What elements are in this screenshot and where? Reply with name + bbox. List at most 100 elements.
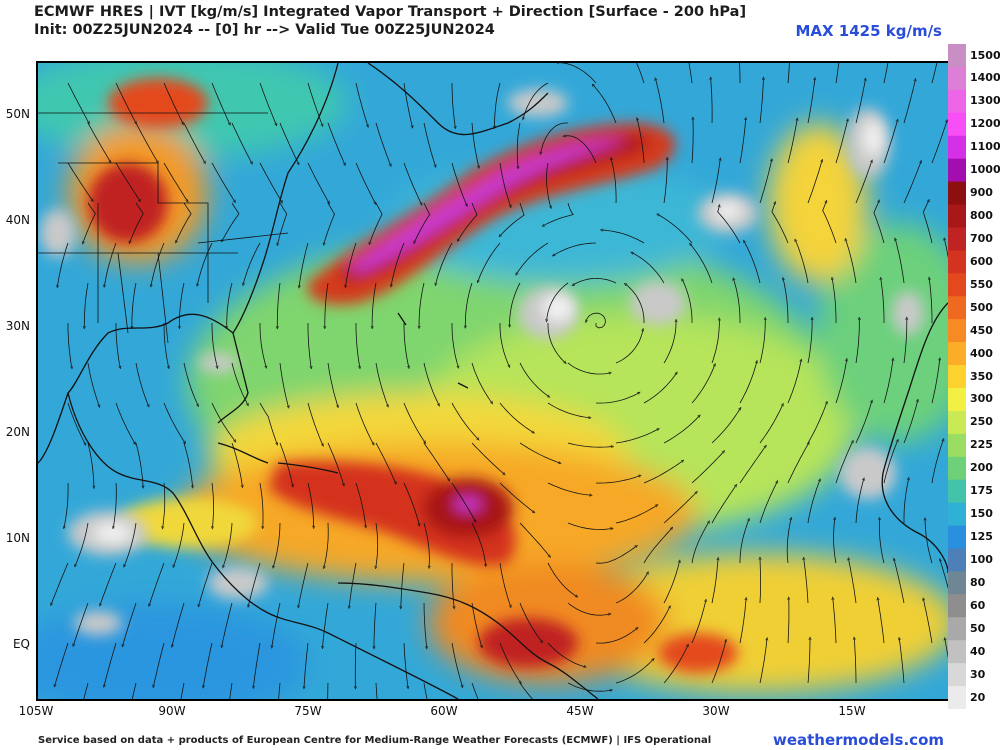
streamline [259,82,276,125]
streamline [471,122,479,167]
streamline [375,122,391,165]
colorbar-swatch [948,387,966,412]
streamline [519,522,550,557]
streamline [643,461,683,484]
colorbar-swatch [948,158,966,183]
streamline [323,602,329,648]
streamline [759,319,765,364]
streamline [248,562,261,606]
streamline [894,559,905,604]
colorbar-swatch [948,640,966,664]
colorbar-level-label: 225 [970,438,993,452]
colorbar-swatch [948,410,966,435]
streamline [615,659,653,684]
streamline [223,522,233,567]
colorbar-level-label: 450 [970,323,993,337]
colorbar-level-label: 60 [970,598,986,612]
colorbar-level-label: 700 [970,231,993,245]
streamline [307,482,314,527]
streamline [929,278,933,323]
streamline [519,602,542,642]
streamline [517,122,521,168]
streamline [923,599,933,644]
streamline [835,120,848,164]
streamline [925,519,933,564]
streamline [500,202,525,236]
colorbar-swatch [948,204,966,229]
streamline [567,602,610,615]
colorbar-level-label: 500 [970,300,993,314]
streamline [451,402,478,439]
streamline [403,82,412,127]
streamline [519,442,560,463]
streamline [691,600,706,644]
streamline [663,492,697,524]
streamline [783,279,789,323]
streamline [253,642,261,687]
streamline [688,63,693,84]
streamline [931,63,938,84]
streamline [546,162,551,207]
streamline [547,282,569,321]
streamline [327,362,338,407]
streamline [227,282,233,327]
streamline [835,63,840,84]
streamline [304,642,309,688]
streamline [663,158,667,204]
streamline [586,312,606,329]
streamline [547,482,591,495]
init-valid-line: Init: 00Z25JUN2024 -- [0] hr --> Valid T… [34,22,495,38]
streamline [355,323,360,368]
streamline [516,242,549,274]
streamline [945,639,948,659]
streamline [567,362,610,374]
streamline [123,602,137,646]
streamline [355,642,356,688]
streamline [73,602,89,645]
streamline [602,230,645,244]
streamline [401,562,405,608]
streamline [279,122,299,164]
colorbar-level-label: 250 [970,415,993,429]
coastlines [38,63,948,699]
streamline [222,202,240,241]
streamline [595,628,637,644]
streamline [355,402,374,444]
streamline [451,162,467,205]
colorbar-level-label: 175 [970,484,993,498]
streamline [124,522,137,566]
streamline [375,362,388,406]
streamline [324,202,335,244]
streamline [349,562,357,607]
colorbar-level-label: 200 [970,461,993,475]
streamline [883,120,898,164]
streamline [822,202,837,244]
streamline [711,78,713,124]
state-borders [38,112,289,344]
data-credit: Service based on data + products of Euro… [38,735,712,746]
streamline [327,442,344,485]
streamline [615,573,648,604]
streamline [899,639,905,684]
streamline [115,162,140,201]
streamline [151,242,165,286]
streamline [183,122,205,163]
streamline [615,330,643,364]
ivt-map[interactable] [36,61,950,701]
streamline [903,400,918,444]
streamline [643,373,677,404]
streamline [855,318,859,364]
streamline [423,602,427,648]
streamline [67,82,89,123]
streamline [419,282,425,327]
streamline [172,602,185,646]
streamline [355,482,366,527]
streamline [307,402,323,445]
streamline [222,602,233,647]
site-link[interactable]: weathermodels.com [772,731,944,749]
streamline [115,82,136,123]
streamline [273,522,281,567]
streamline [795,240,809,284]
streamline [944,239,948,259]
streamline [211,162,235,202]
